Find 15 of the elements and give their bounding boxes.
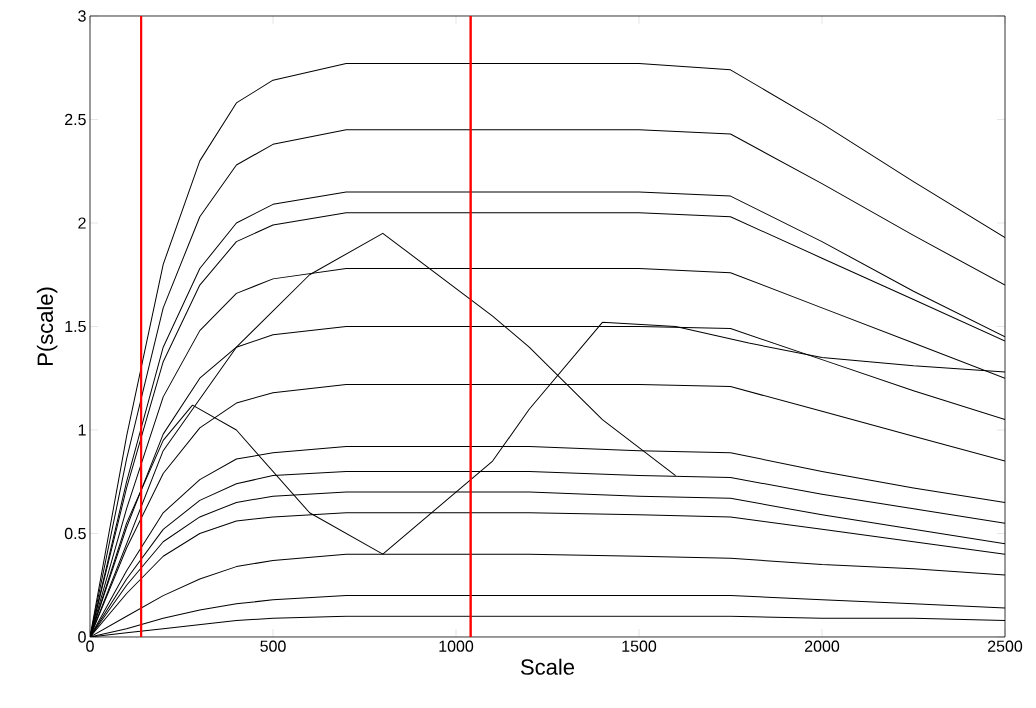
y-tick-label: 1 [78,424,86,436]
y-axis-title: P(scale) [36,287,58,366]
x-tick-label: 2000 [805,640,840,652]
x-tick-label: 500 [260,640,286,652]
x-tick-label: 1000 [439,640,474,652]
y-tick-label: 3 [78,10,86,22]
y-tick-label: 0.5 [64,527,86,540]
y-tick-label: 1.5 [65,320,86,333]
x-tick-label: 2500 [988,640,1023,652]
x-tick-label: 1500 [622,640,657,652]
x-axis-title: Scale [520,658,575,675]
y-tick-label: 2 [78,217,86,229]
x-tick-label: 0 [86,640,94,652]
y-tick-label: 0 [78,631,86,643]
y-tick-label: 2.5 [65,113,86,126]
